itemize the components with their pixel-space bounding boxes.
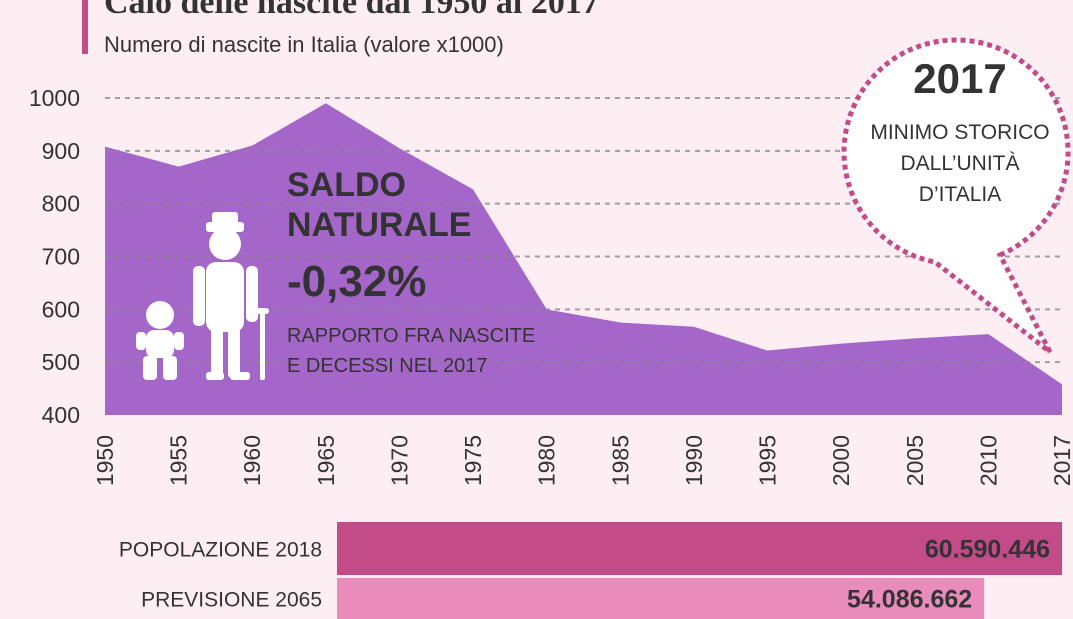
x-tick-label: 1980 <box>534 435 560 486</box>
x-tick-label: 1995 <box>755 435 781 486</box>
y-tick-label: 800 <box>42 191 80 217</box>
y-tick-label: 1000 <box>29 85 80 111</box>
y-tick-label: 600 <box>42 296 80 322</box>
callout-text: D’ITALIA <box>919 183 1001 206</box>
bar <box>337 578 985 619</box>
bar-label: POPOLAZIONE 2018 <box>119 539 322 562</box>
bar-label: PREVISIONE 2065 <box>141 589 322 612</box>
x-tick-label: 1975 <box>460 435 486 486</box>
callout-bubble <box>841 37 1071 354</box>
x-tick-label: 1965 <box>313 435 339 486</box>
callout-text: DALL’UNITÀ <box>900 152 1019 175</box>
saldo-value: -0,32% <box>287 257 426 306</box>
x-tick-label: 2000 <box>828 435 854 486</box>
bar <box>337 522 1062 575</box>
x-tick-label: 1955 <box>166 435 192 486</box>
x-tick-label: 1985 <box>607 435 633 486</box>
bar-value-label: 60.590.446 <box>925 536 1050 564</box>
saldo-label: SALDO <box>287 166 406 204</box>
saldo-note: E DECESSI NEL 2017 <box>287 355 487 377</box>
chart-title: Calo delle nascite dal 1950 al 2017 <box>104 0 599 21</box>
y-tick-label: 700 <box>42 244 80 270</box>
x-tick-label: 1990 <box>681 435 707 486</box>
figures-icon <box>136 212 269 380</box>
x-tick-label: 2010 <box>975 435 1001 486</box>
x-tick-label: 2005 <box>902 435 928 486</box>
y-tick-label: 500 <box>42 349 80 375</box>
x-tick-label: 2017 <box>1049 435 1073 486</box>
plot: 400 500 600 700 800 900 1000 1950 1955 1960 1965 19… <box>29 85 1073 619</box>
title-accent <box>82 0 88 54</box>
chart-subtitle: Numero di nascite in Italia (valore x100… <box>104 32 504 57</box>
area <box>105 103 1062 416</box>
y-tick-label: 900 <box>42 138 80 164</box>
saldo-label: NATURALE <box>287 206 471 244</box>
saldo-note: RAPPORTO FRA NASCITE <box>287 325 535 347</box>
y-tick-label: 400 <box>42 402 80 428</box>
callout-year: 2017 <box>913 55 1006 102</box>
x-tick-label: 1970 <box>386 435 412 486</box>
bar-value-label: 54.086.662 <box>847 586 972 614</box>
x-tick-label: 1960 <box>239 435 265 486</box>
x-tick-label: 1950 <box>92 435 118 486</box>
callout-text: MINIMO STORICO <box>870 121 1049 144</box>
